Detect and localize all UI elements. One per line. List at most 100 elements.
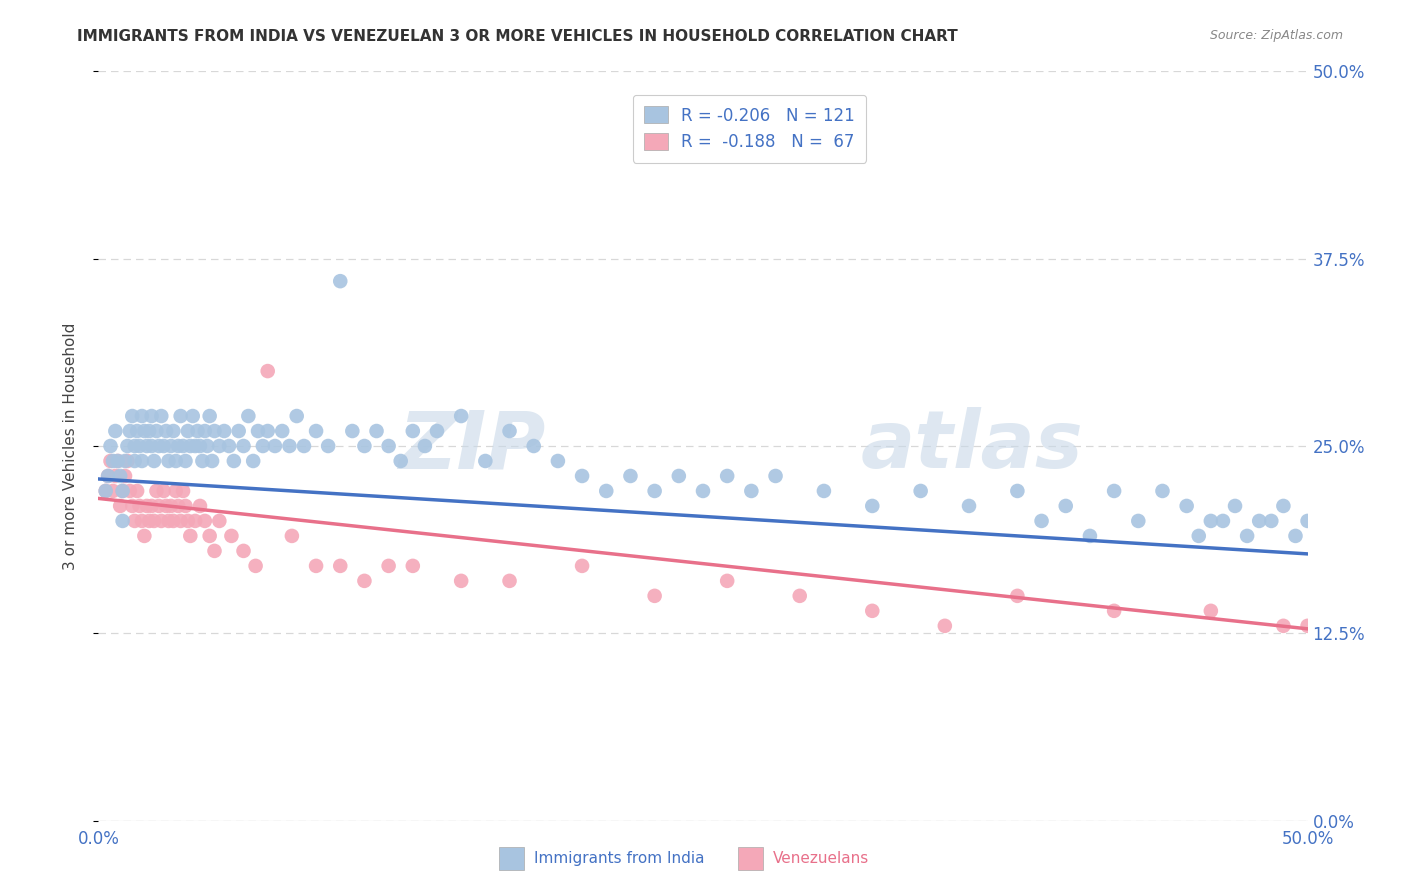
Point — [353, 439, 375, 453]
Text: Source: ZipAtlas.com: Source: ZipAtlas.com — [1209, 29, 1343, 43]
Point — [127, 424, 149, 438]
Point — [228, 424, 250, 438]
Point — [141, 439, 163, 453]
Point — [1272, 619, 1295, 633]
Point — [232, 439, 254, 453]
Point — [160, 499, 183, 513]
Point — [138, 424, 160, 438]
Point — [957, 499, 980, 513]
Point — [1128, 514, 1150, 528]
Point — [292, 439, 315, 453]
Point — [94, 483, 117, 498]
Point — [366, 424, 388, 438]
Text: IMMIGRANTS FROM INDIA VS VENEZUELAN 3 OR MORE VEHICLES IN HOUSEHOLD CORRELATION : IMMIGRANTS FROM INDIA VS VENEZUELAN 3 OR… — [77, 29, 957, 45]
Point — [1152, 483, 1174, 498]
Text: ZIP: ZIP — [398, 407, 546, 485]
Point — [1260, 514, 1282, 528]
Point — [117, 454, 139, 468]
Text: atlas: atlas — [860, 407, 1083, 485]
Point — [121, 409, 143, 423]
Point — [162, 424, 184, 438]
Point — [1369, 529, 1392, 543]
Point — [194, 514, 217, 528]
Point — [860, 499, 883, 513]
Point — [377, 558, 399, 573]
Point — [152, 439, 174, 453]
Point — [1007, 589, 1029, 603]
Point — [208, 439, 231, 453]
Point — [198, 529, 221, 543]
Point — [232, 544, 254, 558]
Point — [118, 483, 141, 498]
Point — [181, 409, 204, 423]
Point — [172, 439, 194, 453]
Point — [184, 514, 207, 528]
Point — [165, 454, 187, 468]
Point — [157, 454, 180, 468]
Point — [245, 558, 267, 573]
Point — [668, 469, 690, 483]
Point — [179, 439, 201, 453]
Point — [135, 499, 157, 513]
Text: Venezuelans: Venezuelans — [773, 851, 869, 865]
Point — [148, 499, 170, 513]
Point — [104, 424, 127, 438]
Point — [100, 439, 122, 453]
Point — [124, 439, 146, 453]
Point — [194, 424, 217, 438]
Point — [402, 558, 425, 573]
Point — [145, 424, 167, 438]
Point — [127, 483, 149, 498]
Point — [117, 439, 139, 453]
Point — [222, 454, 245, 468]
Point — [305, 558, 328, 573]
Point — [1296, 619, 1319, 633]
Point — [1188, 529, 1211, 543]
Point — [187, 424, 209, 438]
Point — [1393, 514, 1406, 528]
Point — [128, 499, 150, 513]
Point — [169, 409, 191, 423]
Point — [1236, 529, 1258, 543]
Point — [1199, 604, 1222, 618]
Point — [256, 424, 278, 438]
Point — [1309, 514, 1331, 528]
Point — [1078, 529, 1101, 543]
Point — [201, 454, 224, 468]
Point — [114, 454, 136, 468]
Point — [1357, 244, 1379, 259]
Point — [1054, 499, 1077, 513]
Point — [104, 469, 127, 483]
Point — [111, 483, 134, 498]
Point — [165, 483, 187, 498]
Point — [252, 439, 274, 453]
Point — [498, 574, 520, 588]
Point — [1212, 514, 1234, 528]
Point — [595, 483, 617, 498]
Point — [1031, 514, 1053, 528]
Point — [285, 409, 308, 423]
Point — [145, 483, 167, 498]
Point — [107, 454, 129, 468]
Point — [97, 469, 120, 483]
Point — [377, 439, 399, 453]
Point — [1199, 514, 1222, 528]
Point — [329, 558, 352, 573]
Point — [547, 454, 569, 468]
Point — [152, 483, 174, 498]
Point — [135, 439, 157, 453]
Point — [94, 483, 117, 498]
Point — [177, 424, 200, 438]
Point — [692, 483, 714, 498]
Point — [474, 454, 496, 468]
Point — [1284, 529, 1306, 543]
Point — [134, 529, 156, 543]
Point — [177, 514, 200, 528]
Point — [1102, 483, 1125, 498]
Point — [450, 409, 472, 423]
Point — [281, 529, 304, 543]
Point — [1344, 514, 1367, 528]
Point — [160, 439, 183, 453]
Point — [107, 454, 129, 468]
Point — [316, 439, 339, 453]
